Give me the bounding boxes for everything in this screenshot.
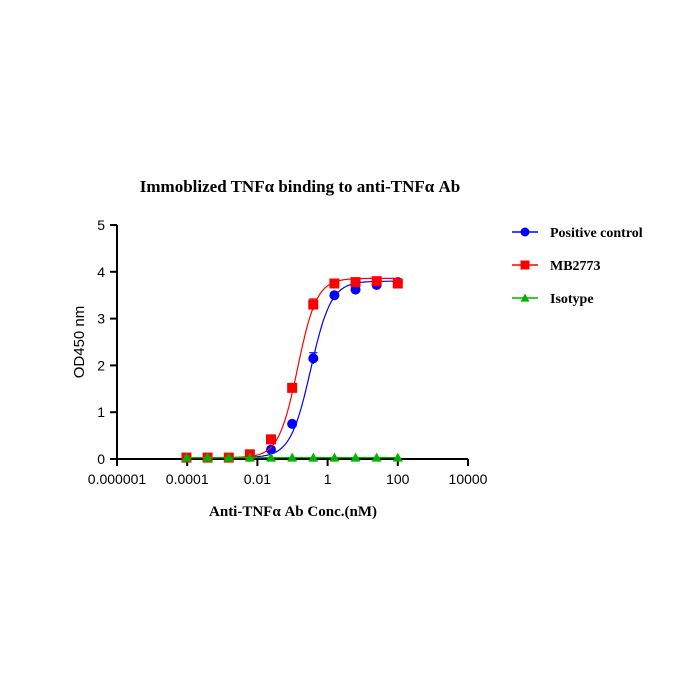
legend-triangle-icon	[520, 293, 530, 302]
chart-title: Immoblized TNFα binding to anti-TNFα Ab	[140, 177, 460, 196]
mb2773-point	[392, 278, 403, 289]
isotype-point	[202, 452, 213, 462]
mb2773-point	[265, 434, 276, 445]
positive-control-point	[308, 353, 319, 364]
legend-label: MB2773	[550, 259, 601, 274]
isotype-point	[244, 452, 255, 462]
isotype-point	[371, 452, 382, 462]
y-axis-label: OD450 nm	[71, 306, 88, 379]
mb2773-point	[287, 382, 298, 393]
mb2773-fit-line	[186, 277, 398, 459]
positive-control-point	[329, 290, 340, 301]
x-tick-label: 10000	[449, 471, 488, 487]
legend-item-mb2773: MB2773	[512, 259, 601, 274]
legend-item-isotype: Isotype	[512, 292, 594, 307]
positive-control-fit-line	[186, 280, 398, 459]
legend-square-icon	[520, 260, 530, 270]
legend-item-positive-control: Positive control	[512, 226, 643, 241]
x-tick-label: 0.01	[244, 471, 271, 487]
isotype-point	[350, 452, 361, 462]
x-tick-label: 100	[386, 471, 410, 487]
y-tick-label: 4	[97, 264, 105, 280]
x-tick-label: 1	[324, 471, 332, 487]
isotype-point	[329, 452, 340, 462]
isotype-point	[181, 452, 192, 462]
isotype-point	[223, 452, 234, 462]
y-tick-label: 5	[97, 217, 105, 233]
mb2773-point	[308, 299, 319, 310]
x-tick-label: 0.000001	[88, 471, 147, 487]
positive-control-point	[287, 418, 298, 429]
mb2773-point	[371, 276, 382, 287]
legend-label: Isotype	[550, 292, 594, 307]
isotype-point	[392, 452, 403, 462]
legend-label: Positive control	[550, 226, 643, 241]
y-tick-label: 2	[97, 357, 105, 373]
y-tick-label: 3	[97, 311, 105, 327]
isotype-point	[265, 452, 276, 462]
x-axis-label: Anti-TNFα Ab Conc.(nM)	[209, 504, 377, 520]
legend-circle-icon	[520, 227, 530, 237]
mb2773-point	[350, 277, 361, 288]
isotype-point	[308, 452, 319, 462]
y-tick-label: 1	[97, 404, 105, 420]
y-tick-label: 0	[97, 451, 105, 467]
positive-control-point	[265, 444, 276, 455]
mb2773-point	[329, 278, 340, 289]
x-tick-label: 0.0001	[166, 471, 209, 487]
isotype-point	[287, 452, 298, 462]
